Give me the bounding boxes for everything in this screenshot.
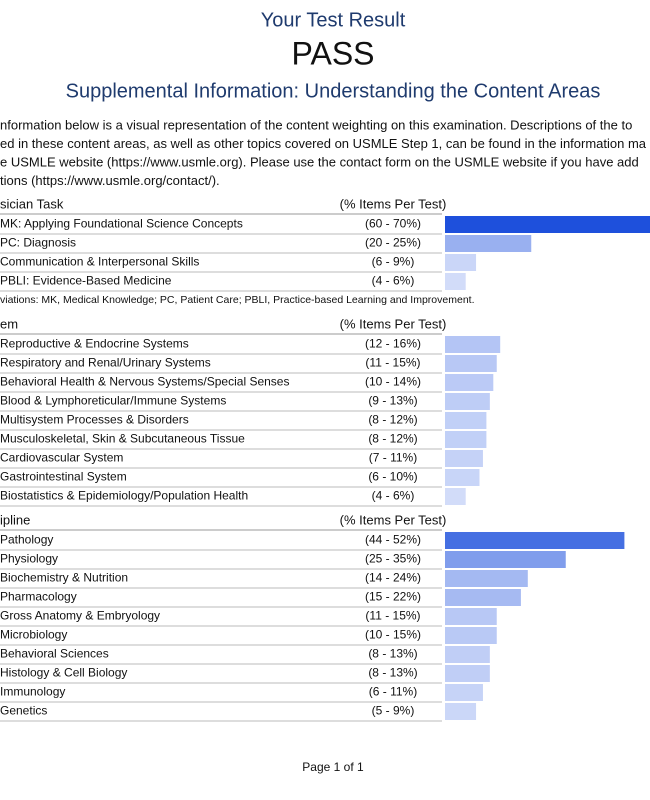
row-label: Pathology [0, 533, 53, 547]
row-label: Cardiovascular System [0, 451, 123, 465]
row-range: (20 - 25%) [365, 236, 421, 250]
row-range: (6 - 11%) [369, 685, 417, 699]
intro-line: ed in these content areas, as well as ot… [0, 136, 647, 151]
result: PASS [292, 35, 375, 71]
row-range: (11 - 15%) [365, 609, 420, 623]
row-range: (7 - 11%) [369, 451, 417, 465]
row-label: MK: Applying Foundational Science Concep… [0, 217, 243, 231]
note: viations: MK, Medical Knowledge; PC, Pat… [0, 294, 475, 306]
row-label: Gross Anatomy & Embryology [0, 609, 160, 623]
row-range: (12 - 16%) [365, 337, 421, 351]
row-label: Genetics [0, 704, 47, 718]
intro-line: e USMLE website (https://www.usmle.org).… [0, 154, 639, 169]
row-range: (5 - 9%) [372, 704, 415, 718]
row-range: (6 - 9%) [372, 255, 415, 269]
section-heading: em [0, 316, 18, 331]
bar [445, 336, 501, 353]
bar [445, 374, 494, 391]
bar [445, 431, 487, 448]
bar [445, 551, 566, 568]
subtitle: Supplemental Information: Understanding … [66, 80, 601, 102]
row-label: Biostatistics & Epidemiology/Population … [0, 489, 248, 503]
row-label: Blood & Lymphoreticular/Immune Systems [0, 394, 226, 408]
bar [445, 412, 487, 429]
row-range: (10 - 15%) [365, 628, 421, 642]
row-range: (10 - 14%) [365, 375, 421, 389]
row-label: Microbiology [0, 628, 67, 642]
row-label: Physiology [0, 552, 58, 566]
bar [445, 665, 490, 682]
row-label: Biochemistry & Nutrition [0, 571, 128, 585]
intro-line: nformation below is a visual representat… [0, 117, 632, 132]
row-range: (25 - 35%) [365, 552, 421, 566]
title: Your Test Result [261, 9, 406, 31]
bar [445, 589, 521, 606]
bar [445, 627, 497, 644]
bar [445, 450, 483, 467]
row-range: (6 - 10%) [368, 470, 417, 484]
bar [445, 532, 625, 549]
row-label: Histology & Cell Biology [0, 666, 127, 680]
bar [445, 254, 477, 271]
bar [445, 273, 466, 290]
column-heading: (% Items Per Test) [340, 196, 447, 211]
row-label: Behavioral Health & Nervous Systems/Spec… [0, 375, 289, 389]
row-range: (8 - 13%) [368, 666, 417, 680]
row-range: (4 - 6%) [372, 274, 415, 288]
bar [445, 235, 532, 252]
row-range: (4 - 6%) [372, 489, 415, 503]
bar [445, 488, 466, 505]
row-label: Communication & Interpersonal Skills [0, 255, 199, 269]
bar [445, 608, 497, 625]
bar [445, 646, 490, 663]
row-label: Immunology [0, 685, 65, 699]
row-label: Multisystem Processes & Disorders [0, 413, 189, 427]
bar [445, 216, 650, 233]
column-heading: (% Items Per Test) [340, 316, 447, 331]
section-heading: sician Task [0, 196, 64, 211]
row-range: (14 - 24%) [365, 571, 421, 585]
intro-line: tions (https://www.usmle.org/contact/). [0, 173, 220, 188]
row-range: (15 - 22%) [365, 590, 421, 604]
row-range: (8 - 13%) [368, 647, 417, 661]
row-label: Respiratory and Renal/Urinary Systems [0, 356, 211, 370]
row-label: Gastrointestinal System [0, 470, 127, 484]
footer: Page 1 of 1 [302, 760, 364, 774]
row-range: (8 - 12%) [368, 413, 417, 427]
row-range: (60 - 70%) [365, 217, 421, 231]
row-range: (9 - 13%) [368, 394, 417, 408]
bar [445, 684, 483, 701]
row-label: Reproductive & Endocrine Systems [0, 337, 189, 351]
row-label: PC: Diagnosis [0, 236, 76, 250]
bar [445, 570, 528, 587]
bar [445, 469, 480, 486]
column-heading: (% Items Per Test) [340, 512, 447, 527]
row-range: (11 - 15%) [365, 356, 420, 370]
row-label: PBLI: Evidence-Based Medicine [0, 274, 172, 288]
row-label: Pharmacology [0, 590, 77, 604]
bar [445, 393, 490, 410]
row-label: Musculoskeletal, Skin & Subcutaneous Tis… [0, 432, 245, 446]
row-range: (8 - 12%) [368, 432, 417, 446]
row-range: (44 - 52%) [365, 533, 421, 547]
section-heading: ipline [0, 512, 30, 527]
bar [445, 703, 477, 720]
row-label: Behavioral Sciences [0, 647, 109, 661]
bar [445, 355, 497, 372]
